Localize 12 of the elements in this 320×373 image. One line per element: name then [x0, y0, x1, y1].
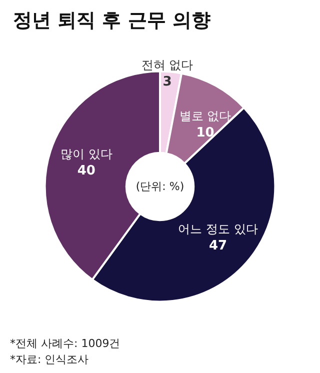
data-label: 40 — [77, 164, 96, 179]
data-label: 47 — [209, 238, 228, 254]
data-label: 10 — [196, 126, 214, 141]
chart-title: 정년 퇴직 후 근무 의향 — [13, 10, 210, 32]
data-label: 3 — [162, 74, 172, 90]
text: *자료: 인식조사 — [10, 353, 89, 366]
text: (단위: %) — [136, 180, 184, 193]
slice-label: 전혀 없다 — [141, 58, 194, 72]
slice-label: 많이 있다 — [60, 147, 112, 162]
slice-label: 어느 정도 있다 — [178, 222, 258, 236]
text: *전체 사례수: 1009건 — [10, 337, 120, 350]
slice-label: 별로 없다 — [179, 109, 232, 124]
